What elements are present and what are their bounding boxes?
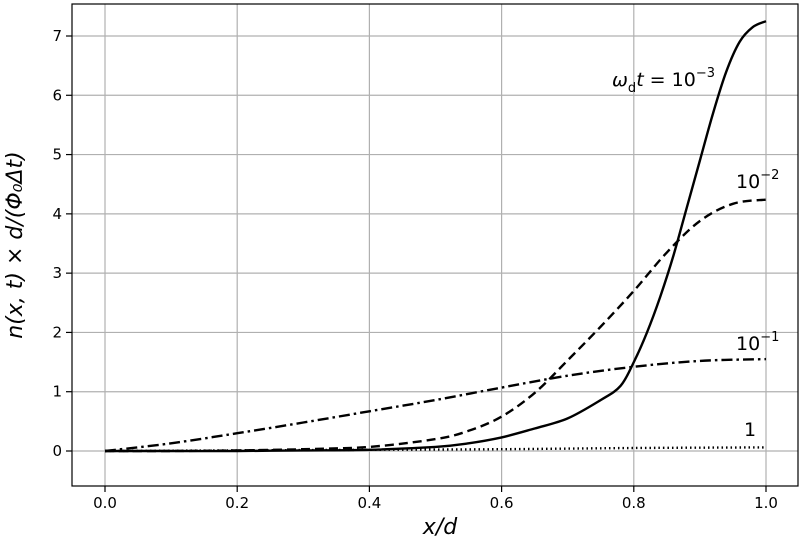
series-label-1e-3: ωdt = 10−3: [612, 66, 715, 96]
grid: [72, 4, 798, 486]
y-tick-label: 2: [52, 323, 62, 341]
tick-labels: 0.0 0.2 0.4 0.6 0.8 1.0 0 1 2 3 4 5 6 7: [52, 27, 777, 512]
y-tick-label: 6: [52, 86, 62, 104]
x-tick-label: 0.2: [225, 494, 249, 512]
series-label-1e-2-exponent: −2: [760, 168, 779, 183]
series-line-1e-1: [104, 357, 767, 453]
series-layer: [104, 20, 767, 453]
time-symbol: t: [636, 69, 645, 91]
series-label-1e-1-exponent: −1: [760, 330, 779, 345]
y-tick-label: 7: [52, 27, 62, 45]
omega-symbol: ω: [612, 69, 628, 91]
y-tick-label: 0: [52, 442, 62, 460]
y-tick-label: 5: [52, 146, 62, 164]
x-tick-label: 0.6: [490, 494, 514, 512]
x-tick-label: 0.0: [93, 494, 117, 512]
series-label-1: 1: [744, 419, 756, 441]
x-axis-label: x/d: [422, 515, 458, 540]
series-label-1e-2: 10−2: [736, 168, 779, 193]
series-label-1e-1: 10−1: [736, 330, 779, 355]
y-tick-label: 4: [52, 205, 62, 223]
series-label-1e-3-exponent: −3: [696, 66, 715, 81]
y-tick-label: 3: [52, 264, 62, 282]
series-label-1e-3-base: = 10: [644, 69, 696, 91]
y-axis-label: n(x, t) × d/(Φ₀Δt): [3, 151, 28, 339]
series-line-1e-3: [104, 20, 767, 453]
series-line-1e-2: [104, 198, 767, 453]
series-label-1e-2-base: 10: [736, 171, 760, 193]
x-tick-label: 0.8: [622, 494, 646, 512]
plot-frame: [71, 3, 799, 487]
y-tick-label: 1: [52, 383, 62, 401]
series-label-1e-1-base: 10: [736, 333, 760, 355]
omega-subscript: d: [628, 81, 636, 96]
x-tick-label: 1.0: [754, 494, 778, 512]
x-tick-label: 0.4: [357, 494, 381, 512]
ticks: [66, 35, 767, 492]
